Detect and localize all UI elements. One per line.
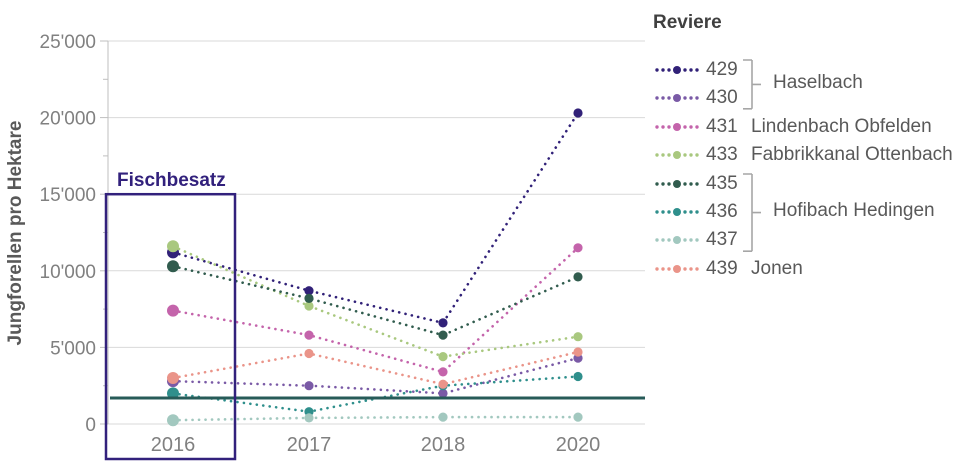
legend-item-435: 435 [653,170,740,198]
fischbesatz-label: Fischbesatz [117,170,226,191]
legend-swatch-dotted-line-icon [655,94,699,103]
data-point-429-2017 [304,286,314,296]
legend-item-433: 433 Fabbrikkanal Ottenbach [653,141,953,169]
data-point-433-2020 [573,332,583,342]
y-tick-label: 5'000 [50,338,96,359]
series-line-429 [171,111,580,325]
data-point-435-2018 [438,330,448,340]
legend-swatch-dotted-line-icon [655,236,699,245]
data-point-435-2017 [304,293,314,303]
legend-title: Reviere [653,12,722,33]
data-point-439-2018 [438,379,448,389]
data-point-433-2018 [438,352,448,362]
legend-series-name: Fabbrikkanal Ottenbach [751,144,953,166]
y-tick-label: 20'000 [40,109,96,130]
legend-series-number: 436 [706,201,738,222]
legend-item-436: 436 [653,198,740,226]
legend-group-label: Haselbach [773,72,863,94]
y-tick-label: 10'000 [40,262,96,283]
legend-item-430: 430 [653,84,740,112]
data-point-431-2018 [438,367,448,377]
data-point-430-2018 [438,388,448,398]
plot-area: 0 5'000 10'000 15'000 20'000 25'000 2016 2017 20… [40,32,645,461]
legend-series-number: 437 [706,229,738,251]
legend-series-number: 433 [706,144,738,166]
data-point-431-2017 [304,330,314,340]
data-point-433-2016 [167,240,179,253]
legend-swatch-dotted-line-icon [655,122,699,131]
data-point-437-2018 [438,412,448,422]
legend-swatch-dotted-line-icon [655,66,699,74]
legend-swatch-dotted-line-icon [655,179,699,188]
data-point-439-2017 [304,348,314,359]
legend-series-number: 435 [706,172,738,194]
data-point-433-2017 [304,301,314,311]
legend-swatch-dotted-line-icon [655,151,699,160]
data-point-436-2020 [573,371,583,382]
data-point-437-2016 [167,414,179,427]
legend-item-429: 429 [653,56,740,84]
data-point-439-2020 [573,347,583,357]
legend-series-number: 430 [706,87,738,109]
data-point-439-2016 [167,372,179,384]
x-tick-label: 2017 [287,434,332,456]
legend-series-name: Lindenbach Obfelden [751,115,932,137]
data-point-437-2020 [573,412,583,422]
x-tick-label: 2018 [421,434,466,456]
legend-item-439: 439 Jonen [653,255,803,283]
data-point-435-2016 [167,260,179,273]
data-point-437-2017 [304,413,314,423]
legend: Reviere 429 430 431 Lindenbach Obfelden 433 F… [653,12,958,312]
data-point-435-2020 [573,272,583,282]
data-point-431-2020 [573,243,583,253]
legend-item-437: 437 [653,226,740,254]
legend-series-number: 429 [706,59,738,80]
legend-series-name: Jonen [751,257,803,279]
data-point-436-2016 [167,387,179,400]
data-point-431-2016 [167,304,179,317]
series-line-431 [171,246,580,374]
legend-item-431: 431 Lindenbach Obfelden [653,113,932,141]
legend-group-bracket-icon [743,172,761,252]
legend-group-bracket-icon [743,59,761,110]
series-line-435 [171,264,580,337]
y-tick-label: 15'000 [40,185,96,206]
y-tick-label: 0 [85,415,96,436]
x-tick-label: 2016 [151,434,196,456]
data-point-429-2020 [573,108,583,118]
fischbesatz-box [104,192,237,461]
series-line-439 [171,350,580,386]
legend-series-number: 431 [706,115,738,137]
series-line-437 [171,415,580,422]
legend-group-label: Hofibach Hedingen [773,200,935,222]
legend-swatch-dotted-line-icon [655,264,699,273]
legend-swatch-dotted-line-icon [655,208,699,216]
series-line-433 [171,245,580,358]
y-tick-label: 25'000 [40,32,96,53]
data-point-430-2017 [304,381,314,391]
data-point-429-2018 [438,318,448,328]
x-tick-label: 2020 [556,434,601,456]
legend-series-number: 439 [706,257,738,279]
